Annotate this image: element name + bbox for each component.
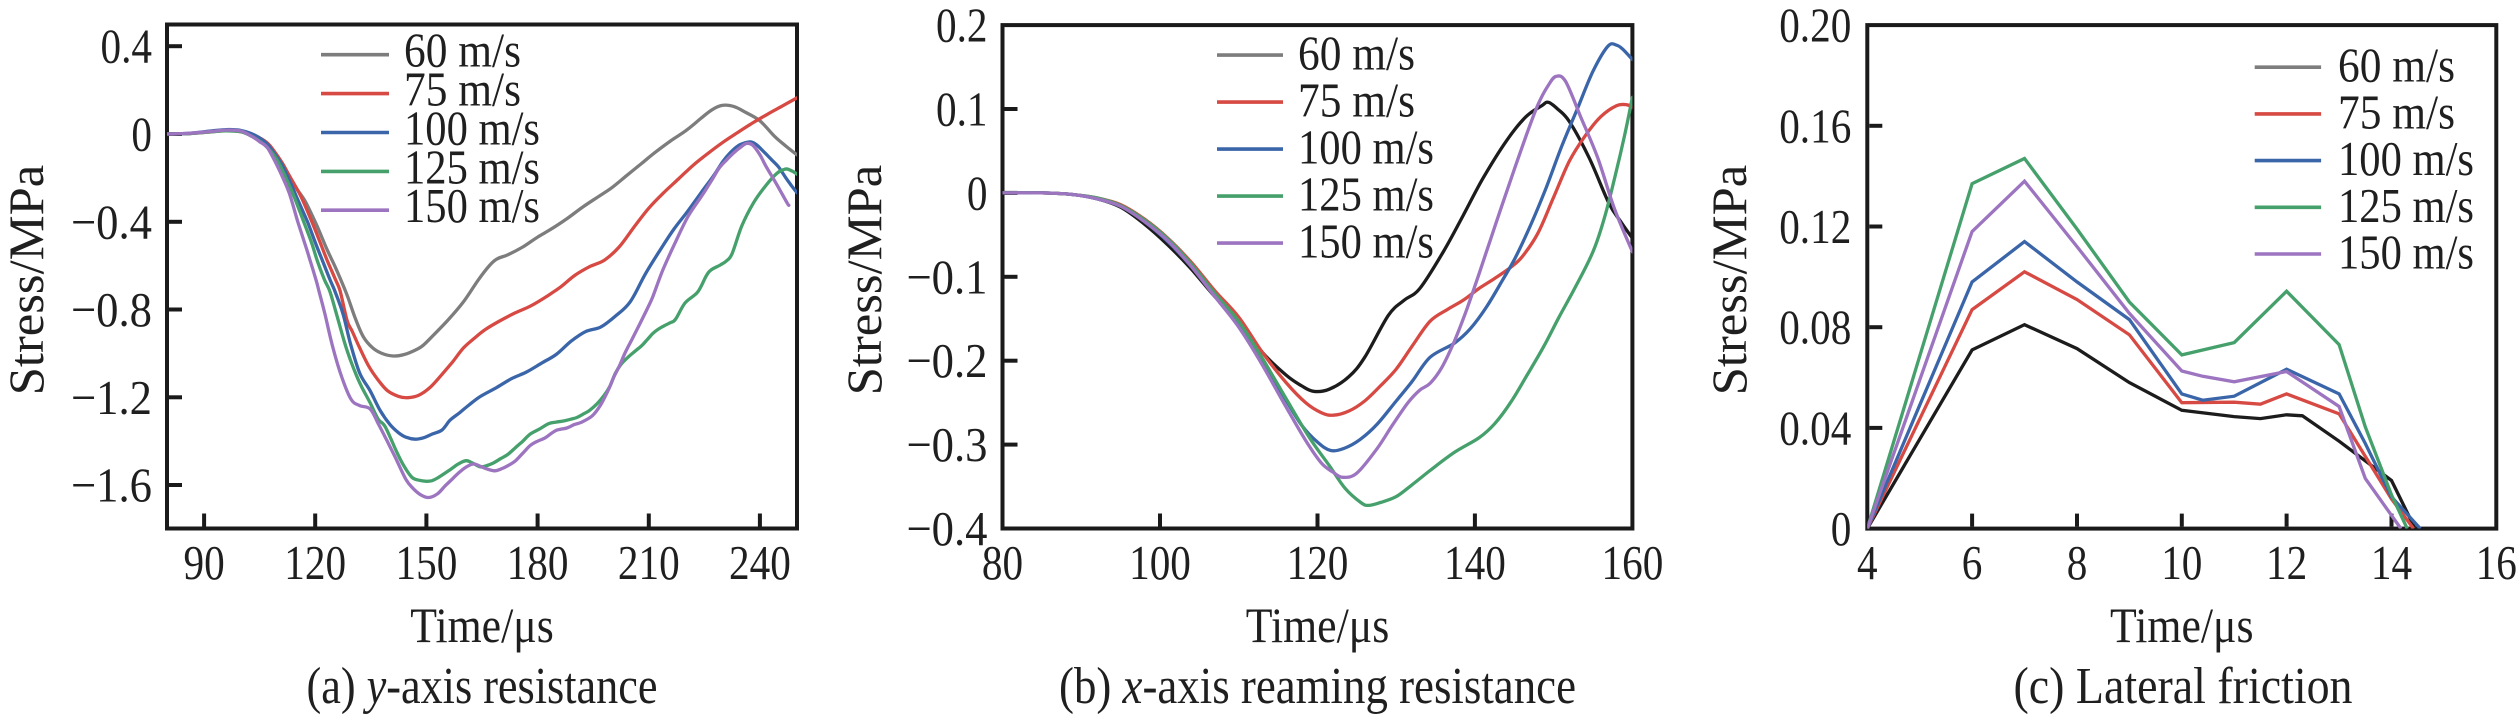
svg-text:100 m/s: 100 m/s [2338, 131, 2474, 186]
svg-text:150 m/s: 150 m/s [2338, 225, 2474, 280]
svg-text:125 m/s: 125 m/s [2338, 178, 2474, 233]
svg-text:0: 0 [1831, 501, 1852, 556]
svg-text:240: 240 [729, 535, 791, 590]
svg-text:100: 100 [1129, 535, 1191, 590]
svg-text:Time/μs: Time/μs [1246, 597, 1390, 653]
svg-text:90: 90 [184, 535, 225, 590]
svg-text:210: 210 [618, 535, 680, 590]
svg-text:75 m/s: 75 m/s [1298, 73, 1415, 128]
svg-text:4: 4 [1857, 535, 1878, 590]
svg-text:125 m/s: 125 m/s [1298, 167, 1434, 222]
svg-text:60 m/s: 60 m/s [1298, 26, 1415, 81]
svg-text:10: 10 [2161, 535, 2202, 590]
svg-text:0: 0 [967, 165, 988, 220]
svg-text:0.1: 0.1 [936, 82, 988, 137]
svg-text:0.4: 0.4 [101, 19, 153, 74]
svg-text:0: 0 [131, 107, 152, 162]
svg-text:−0.1: −0.1 [907, 249, 988, 304]
svg-text:60 m/s: 60 m/s [404, 23, 521, 78]
svg-text:0.08: 0.08 [1779, 300, 1851, 355]
svg-text:Stress/MPa: Stress/MPa [836, 165, 892, 396]
svg-text:120: 120 [284, 535, 346, 590]
svg-text:160: 160 [1602, 535, 1664, 590]
svg-text:0.2: 0.2 [936, 0, 988, 53]
svg-text:140: 140 [1444, 535, 1506, 590]
svg-text:12: 12 [2266, 535, 2307, 590]
svg-text:80: 80 [982, 535, 1023, 590]
svg-text:Time/μs: Time/μs [410, 597, 554, 653]
svg-text:100 m/s: 100 m/s [404, 101, 540, 156]
svg-text:16: 16 [2476, 535, 2517, 590]
svg-text:0.20: 0.20 [1779, 0, 1851, 53]
svg-text:−0.3: −0.3 [907, 417, 988, 472]
svg-text:−1.2: −1.2 [71, 370, 152, 425]
svg-text:−0.8: −0.8 [71, 282, 152, 337]
svg-text:−0.2: −0.2 [907, 333, 988, 388]
svg-text:(a) y-axis resistance: (a) y-axis resistance [307, 658, 658, 715]
svg-text:150: 150 [396, 535, 458, 590]
svg-text:(b) x-axis reaming resistance: (b) x-axis reaming resistance [1059, 658, 1576, 715]
svg-text:125 m/s: 125 m/s [404, 139, 540, 194]
svg-text:75 m/s: 75 m/s [2338, 84, 2455, 139]
svg-text:−0.4: −0.4 [907, 501, 988, 556]
svg-text:100 m/s: 100 m/s [1298, 120, 1434, 175]
svg-text:8: 8 [2067, 535, 2088, 590]
svg-text:Time/μs: Time/μs [2110, 597, 2254, 653]
svg-text:0.16: 0.16 [1779, 98, 1851, 153]
svg-text:6: 6 [1962, 535, 1983, 590]
svg-text:−0.4: −0.4 [71, 194, 152, 249]
svg-text:150 m/s: 150 m/s [1298, 214, 1434, 269]
svg-text:120: 120 [1287, 535, 1349, 590]
svg-text:(c) Lateral friction: (c) Lateral friction [2014, 658, 2353, 715]
svg-text:180: 180 [507, 535, 569, 590]
svg-text:150 m/s: 150 m/s [404, 178, 540, 233]
svg-text:75 m/s: 75 m/s [404, 62, 521, 117]
svg-text:−1.6: −1.6 [71, 458, 152, 513]
svg-text:0.04: 0.04 [1779, 400, 1851, 455]
svg-text:0.12: 0.12 [1779, 199, 1851, 254]
svg-text:60 m/s: 60 m/s [2338, 38, 2455, 93]
svg-text:Stress/MPa: Stress/MPa [1701, 165, 1757, 396]
svg-text:14: 14 [2371, 535, 2412, 590]
svg-text:Stress/MPa: Stress/MPa [0, 165, 54, 396]
